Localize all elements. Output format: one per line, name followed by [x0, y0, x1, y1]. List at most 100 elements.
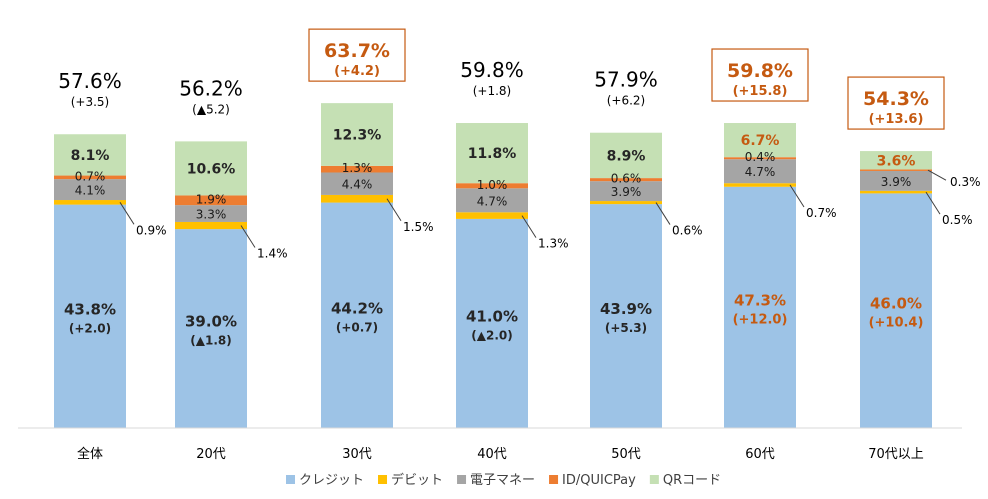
data-label-credit: 41.0%	[466, 307, 518, 325]
bar-segment-credit	[590, 204, 662, 428]
legend-swatch-emoney	[457, 475, 467, 484]
data-label-emoney: 4.1%	[75, 184, 106, 198]
bar-segment-qr	[54, 134, 126, 176]
bar-segment-debit	[54, 200, 126, 205]
bar-segment-debit	[860, 190, 932, 194]
data-label-credit: 39.0%	[185, 313, 237, 331]
data-label-idquic: 0.6%	[611, 172, 642, 186]
total-highlight-box	[847, 76, 945, 130]
bar-segment-debit	[724, 183, 796, 187]
total-label: 59.8%	[460, 58, 524, 82]
leader-line-debit	[119, 202, 135, 225]
data-label-emoney: 3.9%	[881, 175, 912, 189]
bar-segment-qr	[321, 103, 393, 166]
data-label-debit: 0.6%	[672, 224, 703, 238]
data-label-qr: 12.3%	[333, 127, 382, 143]
x-tick-label: 30代	[342, 447, 372, 462]
bar-segment-qr	[724, 123, 796, 158]
x-tick-label: 20代	[196, 447, 226, 462]
bar-segment-idquic	[860, 169, 932, 171]
bar-segment-emoney	[321, 172, 393, 195]
legend-swatch-idquic	[549, 475, 559, 484]
data-label-qr: 6.7%	[741, 133, 780, 149]
data-label-idquic: 0.3%	[950, 175, 981, 189]
data-label-qr: 10.6%	[187, 161, 236, 177]
data-label-credit-change: (+2.0)	[69, 321, 111, 335]
total-change-label: (+13.6)	[869, 112, 924, 127]
x-tick-label: 60代	[745, 447, 775, 462]
legend-label-qr: QRコード	[663, 473, 721, 488]
bar-segment-qr	[590, 132, 662, 179]
data-label-idquic: 1.9%	[196, 192, 227, 206]
total-highlight-box	[711, 48, 809, 102]
data-label-credit: 46.0%	[870, 295, 922, 313]
bar-segment-idquic	[175, 195, 247, 206]
total-change-label: (+4.2)	[334, 64, 380, 79]
legend-label-credit: クレジット	[299, 473, 364, 488]
bar-segment-debit	[321, 194, 393, 203]
x-tick-label: 70代以上	[868, 447, 924, 462]
x-tick-label: 50代	[611, 447, 641, 462]
data-label-debit: 0.7%	[806, 206, 837, 220]
data-label-credit: 43.8%	[64, 300, 116, 318]
bar-segment-emoney	[54, 179, 126, 201]
bar-segment-debit	[590, 201, 662, 205]
total-highlight-box	[308, 28, 406, 82]
data-label-debit: 0.9%	[136, 223, 167, 237]
leader-line-debit	[240, 225, 256, 248]
bar-segment-debit	[456, 212, 528, 219]
total-label: 57.9%	[594, 68, 658, 92]
bar-segment-emoney	[860, 170, 932, 191]
total-label: 56.2%	[179, 76, 243, 100]
data-label-idquic: 0.7%	[75, 169, 106, 183]
bar-segment-qr	[456, 123, 528, 184]
legend-swatch-credit	[286, 475, 295, 484]
bar-segment-credit	[321, 202, 393, 428]
leader-line-debit	[386, 198, 402, 222]
bar-segment-idquic	[54, 175, 126, 180]
bar-segment-emoney	[724, 159, 796, 184]
total-change-label: (▲5.2)	[192, 102, 230, 116]
bar-segment-idquic	[456, 183, 528, 189]
data-label-debit: 1.4%	[257, 247, 288, 261]
data-label-qr: 3.6%	[877, 153, 916, 169]
bar-segment-credit	[456, 218, 528, 428]
data-label-credit-change: (▲1.8)	[190, 334, 231, 348]
data-label-emoney: 4.4%	[342, 178, 373, 192]
bar-segment-credit	[54, 204, 126, 428]
data-label-qr: 8.9%	[607, 148, 646, 164]
data-label-emoney: 3.3%	[196, 208, 227, 222]
x-tick-label: 40代	[477, 447, 507, 462]
leader-line-debit	[521, 215, 537, 238]
data-label-credit-change: (+12.0)	[733, 312, 788, 327]
bar-segment-credit	[175, 229, 247, 428]
total-label: 57.6%	[58, 69, 122, 93]
bar-segment-credit	[724, 186, 796, 428]
bar-segment-idquic	[724, 157, 796, 160]
total-change-label: (+15.8)	[733, 84, 788, 99]
data-label-idquic: 0.4%	[745, 150, 776, 164]
bar-segment-idquic	[590, 178, 662, 182]
data-label-credit-change: (+5.3)	[605, 321, 647, 335]
total-label: 63.7%	[324, 40, 390, 62]
data-label-idquic: 1.3%	[342, 161, 373, 175]
bar-segment-qr	[860, 151, 932, 170]
total-change-label: (+3.5)	[71, 95, 110, 109]
data-label-debit: 1.5%	[403, 220, 434, 234]
leader-line-idquic	[927, 169, 947, 181]
leader-line-debit	[789, 184, 805, 208]
data-label-credit: 47.3%	[734, 291, 786, 309]
bar-segment-qr	[175, 141, 247, 196]
legend-label-emoney: 電子マネー	[470, 473, 535, 488]
legend-label-debit: デビット	[391, 472, 443, 488]
data-label-emoney: 3.9%	[611, 185, 642, 199]
data-label-idquic: 1.0%	[477, 178, 508, 192]
bar-segment-emoney	[175, 205, 247, 222]
x-tick-label: 全体	[77, 446, 103, 462]
data-label-credit: 44.2%	[331, 299, 383, 317]
total-change-label: (+6.2)	[607, 94, 646, 108]
data-label-credit: 43.9%	[600, 300, 652, 318]
total-label: 54.3%	[863, 88, 929, 110]
total-change-label: (+1.8)	[473, 84, 512, 98]
